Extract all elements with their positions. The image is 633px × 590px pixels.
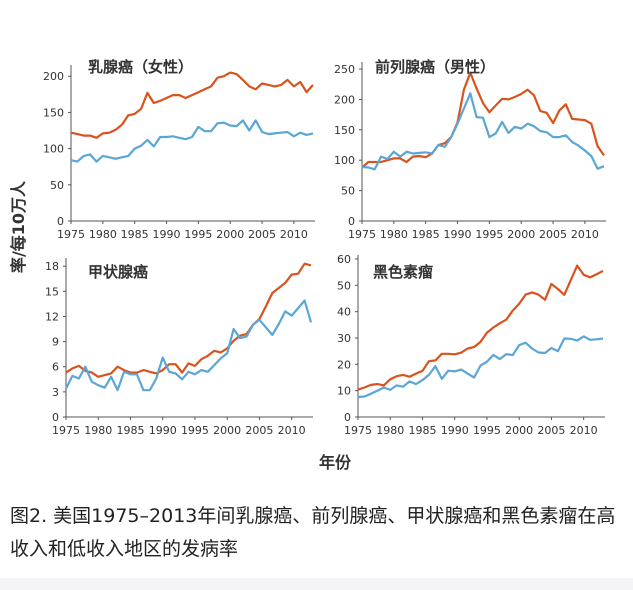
y-tick-label: 0 <box>344 411 351 424</box>
y-tick-label: 9 <box>52 336 59 349</box>
y-tick-label: 150 <box>43 106 64 119</box>
x-tick-label: 2000 <box>507 228 535 241</box>
series-line-high-income <box>357 264 604 391</box>
x-tick-label: 1975 <box>344 424 372 437</box>
x-tick-label: 1985 <box>116 424 144 437</box>
chart-panel-4: 0 10 20 30 40 50 60 1975 1980 1985 1990 1995 2000 200… <box>337 253 605 437</box>
x-tick-label: 2000 <box>216 228 244 241</box>
figure-caption: 图2. 美国1975–2013年间乳腺癌、前列腺癌、甲状腺癌和黑色素瘤在高收入和… <box>10 505 616 560</box>
y-tick-label: 40 <box>337 306 351 319</box>
x-tick-label: 1975 <box>348 228 376 241</box>
x-tick-label: 2005 <box>248 228 276 241</box>
x-tick-label: 1980 <box>84 424 112 437</box>
x-tick-label: 1975 <box>57 228 85 241</box>
x-tick-label: 1980 <box>89 228 117 241</box>
x-tick-label: 2010 <box>278 424 306 437</box>
x-tick-label: 1990 <box>444 228 472 241</box>
series-line-low-income <box>70 119 314 163</box>
chart-panel-1: 0 50 100 150 200 1975 1980 1985 1990 1995 2000 2005… <box>43 58 315 241</box>
x-tick-label: 2005 <box>245 424 273 437</box>
x-tick-label: 1975 <box>52 424 80 437</box>
x-tick-label: 1995 <box>184 228 212 241</box>
x-axis-label: 年份 <box>319 453 352 472</box>
x-tick-label: 1990 <box>149 424 177 437</box>
x-tick-label: 1980 <box>380 228 408 241</box>
x-tick-label: 2010 <box>570 424 598 437</box>
x-tick-label: 2010 <box>280 228 308 241</box>
y-tick-label: 3 <box>52 386 59 399</box>
x-tick-label: 2000 <box>505 424 533 437</box>
y-tick-label: 30 <box>337 332 351 345</box>
series-line-low-income <box>65 299 313 392</box>
series-line-high-income <box>65 262 312 378</box>
x-tick-label: 1980 <box>376 424 404 437</box>
y-tick-label: 50 <box>337 279 351 292</box>
x-tick-label: 1995 <box>181 424 209 437</box>
y-tick-label: 10 <box>337 385 351 398</box>
y-tick-label: 20 <box>337 358 351 371</box>
y-tick-label: 0 <box>348 215 355 228</box>
y-tick-label: 6 <box>52 361 59 374</box>
x-tick-label: 2005 <box>539 228 567 241</box>
x-tick-label: 2010 <box>571 228 599 241</box>
y-tick-label: 0 <box>57 215 64 228</box>
y-axis-label: 率/每10万人 <box>9 180 28 273</box>
x-tick-label: 2000 <box>213 424 241 437</box>
chart-title: 甲状腺癌 <box>88 263 148 281</box>
y-tick-label: 200 <box>334 93 355 106</box>
y-tick-label: 150 <box>334 124 355 137</box>
x-tick-label: 1990 <box>153 228 181 241</box>
chart-title: 前列腺癌（男性） <box>375 58 495 76</box>
bottom-divider <box>0 578 633 590</box>
y-tick-label: 0 <box>52 411 59 424</box>
chart-title: 黑色素瘤 <box>373 263 433 281</box>
x-tick-label: 1985 <box>408 424 436 437</box>
series-line-high-income <box>361 71 605 169</box>
x-tick-label: 1985 <box>121 228 149 241</box>
x-tick-label: 1985 <box>412 228 440 241</box>
y-tick-label: 12 <box>45 310 59 323</box>
chart-title: 乳腺癌（女性） <box>88 58 193 76</box>
series-line-low-income <box>361 92 605 171</box>
series-line-high-income <box>70 71 314 139</box>
x-tick-label: 1995 <box>475 228 503 241</box>
y-tick-label: 50 <box>341 185 355 198</box>
x-tick-label: 1995 <box>473 424 501 437</box>
x-tick-label: 1990 <box>441 424 469 437</box>
y-tick-label: 200 <box>43 70 64 83</box>
y-tick-label: 18 <box>45 260 59 273</box>
x-tick-label: 2005 <box>537 424 565 437</box>
chart-panel-2: 0 50 100 150 200 250 1975 1980 1985 1990 1995 2000 2… <box>334 58 606 241</box>
y-tick-label: 100 <box>43 143 64 156</box>
y-tick-label: 60 <box>337 253 351 266</box>
series-line-low-income <box>357 335 604 399</box>
y-tick-label: 50 <box>50 179 64 192</box>
chart-panel-3: 0 3 6 9 12 15 18 1975 1980 1985 1990 1995 2000 2005 20… <box>45 258 313 437</box>
y-tick-label: 100 <box>334 154 355 167</box>
y-tick-label: 15 <box>45 285 59 298</box>
y-tick-label: 250 <box>334 63 355 76</box>
